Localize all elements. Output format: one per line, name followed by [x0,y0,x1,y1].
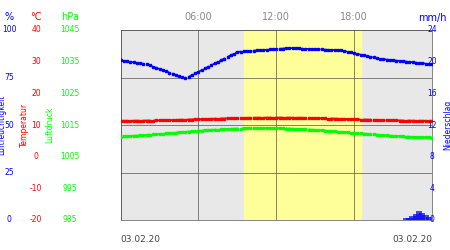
Text: 30: 30 [31,57,41,66]
Text: 40: 40 [31,26,41,35]
Text: 25: 25 [4,168,14,177]
Bar [410,216,416,220]
Text: 4: 4 [430,184,434,193]
Text: 1005: 1005 [60,152,80,161]
Text: -10: -10 [30,184,42,193]
Text: 12: 12 [427,120,437,130]
Text: 995: 995 [63,184,77,193]
Text: 24: 24 [427,26,437,35]
Text: 0: 0 [34,152,38,161]
Text: Temperatur: Temperatur [20,103,29,147]
Text: Luftdruck: Luftdruck [45,107,54,143]
Text: 16: 16 [427,89,437,98]
Text: 03.02.20: 03.02.20 [392,235,432,244]
Text: 8: 8 [430,152,434,161]
Text: 06:00: 06:00 [184,12,212,22]
Bar [426,217,432,220]
Bar [416,210,422,220]
Text: 0: 0 [430,216,434,224]
Text: 1035: 1035 [60,57,80,66]
Text: 12:00: 12:00 [262,12,290,22]
Text: Luftfeuchtigkeit: Luftfeuchtigkeit [0,95,7,155]
Text: hPa: hPa [61,12,79,22]
Bar [403,218,409,220]
Text: °C: °C [30,12,42,22]
Text: 03.02.20: 03.02.20 [121,235,161,244]
Text: 1045: 1045 [60,26,80,35]
Text: 10: 10 [31,120,41,130]
Bar [406,218,413,220]
Bar [422,215,429,220]
Text: 20: 20 [31,89,41,98]
Text: %: % [4,12,13,22]
Bar [413,214,419,220]
Text: 0: 0 [7,216,11,224]
Text: 1025: 1025 [60,89,79,98]
Text: 20: 20 [427,57,437,66]
Text: -20: -20 [30,216,42,224]
Text: Niederschlag: Niederschlag [443,100,450,150]
Text: 1015: 1015 [60,120,79,130]
Text: 985: 985 [63,216,77,224]
Text: 18:00: 18:00 [340,12,368,22]
Text: 75: 75 [4,73,14,82]
Bar [244,30,360,220]
Bar [419,213,426,220]
Text: 50: 50 [4,120,14,130]
Text: mm/h: mm/h [418,12,446,22]
Text: 100: 100 [2,26,16,35]
